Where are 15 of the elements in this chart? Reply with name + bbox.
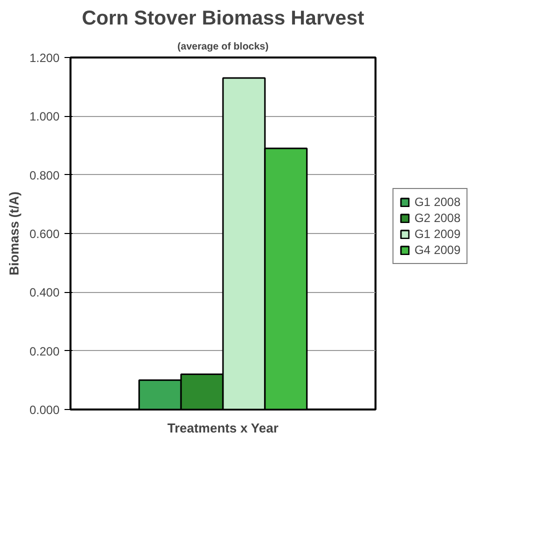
y-tick-label: 0.400 bbox=[29, 286, 60, 300]
x-axis-title: Treatments x Year bbox=[167, 420, 278, 436]
chart-title: Corn Stover Biomass Harvest bbox=[82, 8, 364, 30]
chart-subtitle: (average of blocks) bbox=[177, 42, 269, 52]
legend-label: G1 2009 bbox=[414, 226, 461, 241]
y-tick-label: 0.000 bbox=[29, 403, 60, 417]
y-tick-label: 0.800 bbox=[29, 168, 60, 182]
y-tick-label: 1.000 bbox=[29, 110, 60, 124]
legend-label: G2 2008 bbox=[414, 210, 461, 225]
legend-label: G4 2009 bbox=[414, 242, 461, 257]
y-tick-label: 0.200 bbox=[29, 344, 60, 358]
y-tick-label: 0.600 bbox=[29, 227, 60, 241]
legend-label: G1 2008 bbox=[414, 194, 461, 209]
y-axis-title: Biomass (t/A) bbox=[6, 192, 22, 276]
y-tick-label: 1.200 bbox=[29, 51, 60, 65]
